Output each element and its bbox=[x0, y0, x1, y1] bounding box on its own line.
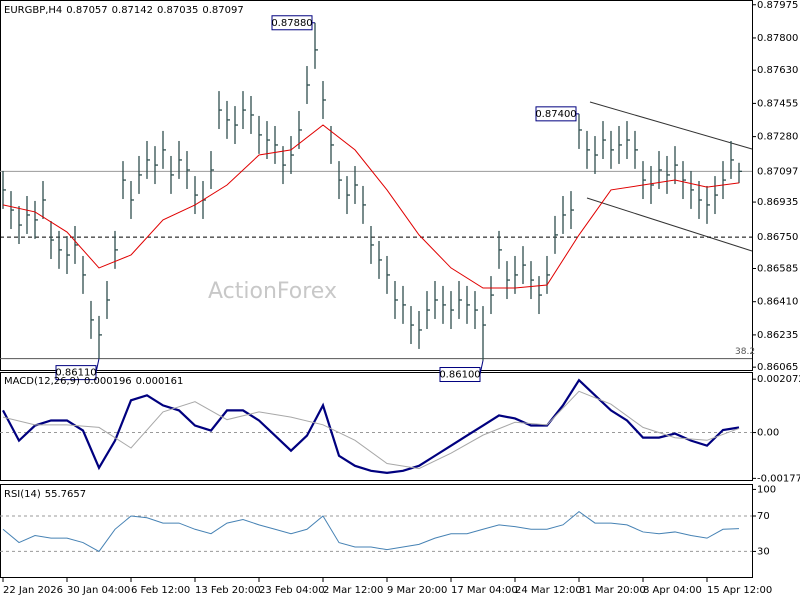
x-tick-label: 31 Mar 20:00 bbox=[579, 585, 646, 596]
fib-label: 38.2 bbox=[735, 347, 755, 357]
x-tick-label: 22 Jan 2026 bbox=[3, 585, 63, 596]
x-tick-label: 17 Mar 04:00 bbox=[451, 585, 518, 596]
annotation-label: 0.87400 bbox=[535, 109, 576, 120]
header-part: 0.000161 bbox=[136, 376, 184, 387]
annotation-box bbox=[535, 106, 577, 122]
channel-upper bbox=[589, 101, 753, 150]
header-part: 0.87035 bbox=[157, 5, 198, 16]
watermark: ActionForex bbox=[208, 279, 337, 304]
x-tick-label: 30 Jan 04:00 bbox=[67, 585, 130, 596]
y-tick-label: 0.86410 bbox=[757, 297, 798, 308]
header-part: 0.87142 bbox=[112, 5, 153, 16]
macd-line bbox=[2, 378, 740, 474]
channel-lower bbox=[586, 197, 753, 252]
main-panel bbox=[0, 0, 753, 371]
x-tick-label: 24 Mar 12:00 bbox=[515, 585, 582, 596]
y-tick-label: 70 bbox=[757, 511, 770, 522]
annotation-box bbox=[271, 15, 313, 31]
header-part: 0.87057 bbox=[66, 5, 107, 16]
y-tick-label: 0.87280 bbox=[757, 132, 798, 143]
current-price-label: 0.87097 bbox=[757, 166, 798, 177]
x-tick-label: 13 Feb 20:00 bbox=[195, 585, 261, 596]
x-tick-label: 2 Mar 12:00 bbox=[323, 585, 383, 596]
annotation-label: 0.86100 bbox=[439, 370, 480, 381]
level-label: 0.86750 bbox=[757, 232, 798, 243]
y-tick-label: 0.86235 bbox=[757, 330, 798, 341]
macd-header: MACD(12,26,9) 0.000196 0.000161 bbox=[4, 376, 183, 387]
x-tick-label: 6 Feb 12:00 bbox=[131, 585, 190, 596]
macd-signal bbox=[2, 390, 740, 470]
annotation-box bbox=[439, 367, 481, 383]
annotation-label: 0.86110 bbox=[55, 368, 96, 379]
y-tick-label: 0.87800 bbox=[757, 33, 798, 44]
y-tick-label: 0.00 bbox=[757, 428, 779, 439]
y-tick-label: -0.001778 bbox=[757, 473, 800, 484]
annotation-box bbox=[55, 365, 97, 381]
rsi-line bbox=[2, 510, 740, 553]
y-tick-label: 0.87455 bbox=[757, 98, 798, 109]
chart-header: EURGBP,H4 0.87057 0.87142 0.87035 0.87097 bbox=[4, 5, 244, 16]
x-tick-label: 23 Feb 04:00 bbox=[259, 585, 325, 596]
header-part: RSI(14) bbox=[4, 489, 41, 500]
macd-panel bbox=[0, 372, 753, 481]
y-tick-label: 0.002072 bbox=[757, 374, 800, 385]
x-tick-label: 9 Mar 20:00 bbox=[387, 585, 447, 596]
rsi-panel bbox=[0, 484, 753, 578]
moving-average bbox=[2, 124, 740, 289]
header-part: EURGBP,H4 bbox=[4, 5, 62, 16]
x-tick-label: 8 Apr 04:00 bbox=[643, 585, 702, 596]
header-part: 0.000196 bbox=[84, 376, 132, 387]
rsi-header: RSI(14) 55.7657 bbox=[4, 489, 86, 500]
y-tick-label: 30 bbox=[757, 546, 770, 557]
y-tick-label: 0.87630 bbox=[757, 65, 798, 76]
level-label-bg bbox=[753, 230, 799, 245]
header-part: MACD(12,26,9) bbox=[4, 376, 80, 387]
y-tick-label: 0.86585 bbox=[757, 263, 798, 274]
header-part: 0.87097 bbox=[202, 5, 243, 16]
x-tick-label: 15 Apr 12:00 bbox=[707, 585, 772, 596]
y-tick-label: 0.86935 bbox=[757, 197, 798, 208]
header-part: 55.7657 bbox=[45, 489, 86, 500]
y-tick-label: 0.87975 bbox=[757, 0, 798, 11]
current-price-bg bbox=[753, 164, 799, 179]
y-tick-label: 100 bbox=[757, 484, 776, 495]
annotation-label: 0.87880 bbox=[271, 18, 312, 29]
y-tick-label: 0.86065 bbox=[757, 362, 798, 373]
